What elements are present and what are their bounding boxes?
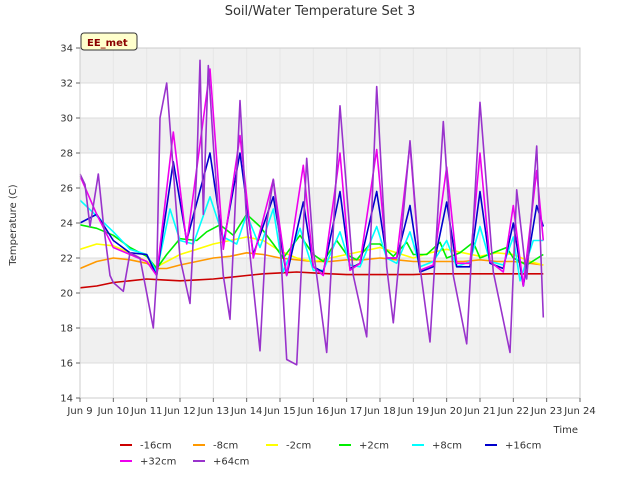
y-tick-label: 22	[60, 254, 73, 265]
x-tick-label: Jun 20	[430, 406, 463, 417]
y-tick-label: 18	[60, 324, 73, 335]
x-tick-label: Jun 9	[66, 406, 92, 417]
x-tick-label: Jun 10	[97, 406, 130, 417]
y-axis-label: Temperature (C)	[8, 184, 19, 266]
x-tick-label: Jun 16	[297, 406, 330, 417]
site-badge-text: EE_met	[87, 38, 128, 49]
plot-band	[80, 188, 580, 223]
series-line-minus16cm	[79, 271, 544, 289]
y-tick-label: 16	[60, 359, 73, 370]
plot-bands	[80, 48, 580, 363]
legend-label: -2cm	[286, 441, 311, 452]
x-axis-label: Time	[553, 425, 578, 436]
x-tick-label: Jun 13	[197, 406, 230, 417]
data-series	[79, 59, 545, 366]
x-tick-label: Jun 12	[163, 406, 196, 417]
plot-band	[80, 48, 580, 83]
legend-label: -16cm	[140, 441, 172, 452]
x-tick-label: Jun 22	[497, 406, 530, 417]
y-tick-label: 24	[60, 219, 73, 230]
y-tick-label: 28	[60, 149, 73, 160]
x-tick-label: Jun 17	[330, 406, 363, 417]
y-tick-label: 26	[60, 184, 73, 195]
x-tick-label: Jun 14	[230, 406, 263, 417]
legend: -16cm -8cm -2cm +2cm +8cm +16cm +32cm +64cm	[120, 441, 541, 468]
y-tick-label: 20	[60, 289, 73, 300]
x-tick-label: Jun 11	[130, 406, 163, 417]
y-tick-label: 14	[60, 394, 73, 405]
site-badge: EE_met	[80, 32, 138, 51]
x-tick-label: Jun 23	[530, 406, 563, 417]
series-line-plus32cm	[79, 68, 545, 287]
x-axis-ticks: Jun 9 Jun 10 Jun 11 Jun 12 Jun 13 Jun 14 Jun 1…	[66, 398, 596, 417]
legend-label: +64cm	[213, 457, 249, 468]
y-tick-label: 32	[60, 79, 73, 90]
legend-label: +8cm	[432, 441, 462, 452]
legend-label: -8cm	[213, 441, 238, 452]
site-badge-box	[80, 32, 138, 51]
x-tick-label: Jun 24	[563, 406, 596, 417]
legend-label: +2cm	[359, 441, 389, 452]
series-line-plus64cm	[79, 59, 545, 366]
plot-band	[80, 328, 580, 363]
y-tick-label: 34	[60, 44, 73, 55]
y-tick-label: 30	[60, 114, 73, 125]
chart-title: Soil/Water Temperature Set 3	[225, 4, 416, 19]
legend-label: +32cm	[140, 457, 176, 468]
y-axis-ticks: 14 16 18 20 22 24 26 28 30 32 34	[60, 44, 80, 405]
series-line-plus16cm	[79, 152, 545, 287]
x-tick-label: Jun 21	[463, 406, 496, 417]
x-tick-label: Jun 18	[363, 406, 396, 417]
x-tick-label: Jun 15	[263, 406, 296, 417]
x-tick-label: Jun 19	[397, 406, 430, 417]
plot-band	[80, 118, 580, 153]
legend-label: +16cm	[505, 441, 541, 452]
